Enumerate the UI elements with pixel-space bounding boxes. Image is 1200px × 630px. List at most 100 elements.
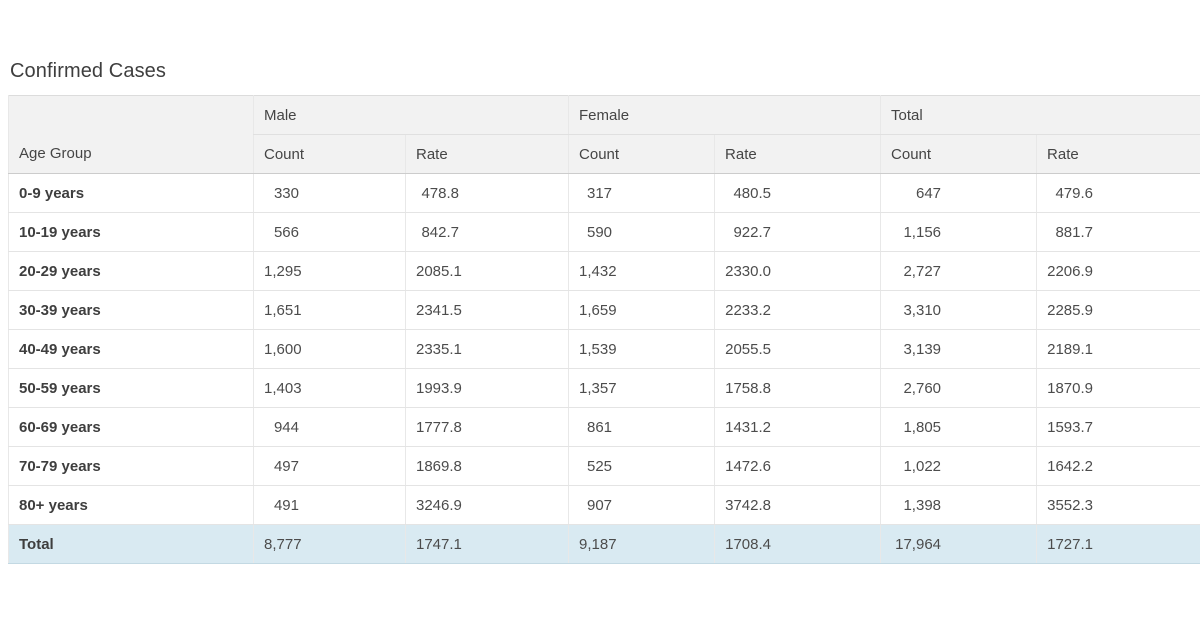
male-count-cell: 1,295 bbox=[253, 251, 406, 291]
confirmed-cases-table-wrap: Age Group Male Female Total Count Rate C… bbox=[8, 95, 1200, 564]
male-count-header: Count bbox=[253, 134, 406, 174]
female-rate-cell: 922.7 bbox=[714, 212, 881, 252]
male-rate-cell: 2085.1 bbox=[404, 251, 569, 291]
female-count-header: Count bbox=[568, 134, 715, 174]
cell-value: 1,295 bbox=[264, 262, 302, 280]
cell-value: 8,777 bbox=[264, 535, 302, 553]
cell-value: 491 bbox=[273, 496, 299, 514]
total-count-cell: 3,139 bbox=[880, 329, 1037, 369]
total-count-cell: 1,022 bbox=[880, 446, 1037, 486]
total-group-header: Total bbox=[880, 95, 1200, 135]
cell-value: 2,727 bbox=[903, 262, 942, 280]
confirmed-cases-table: Age Group Male Female Total Count Rate C… bbox=[8, 95, 1200, 564]
cell-value: 1,659 bbox=[579, 301, 617, 319]
female-count-cell: 1,357 bbox=[568, 368, 715, 408]
cell-value: 2,760 bbox=[903, 379, 942, 397]
cell-value: 3246.9 bbox=[416, 496, 462, 514]
total-rate-cell: 2206.9 bbox=[1036, 251, 1200, 291]
female-rate-cell: 3742.8 bbox=[714, 485, 881, 525]
cell-value: 907 bbox=[586, 496, 613, 514]
cell-value: 478.8 bbox=[421, 184, 459, 202]
table-row: 40-49 years 1,600 2335.1 1,539 2055.5 3,… bbox=[8, 329, 1200, 369]
female-group-header: Female bbox=[568, 95, 881, 135]
cell-value: 479.6 bbox=[1055, 184, 1094, 202]
cell-value: 1869.8 bbox=[416, 457, 462, 475]
male-count-cell: 497 bbox=[253, 446, 406, 486]
total-rate-cell: 1870.9 bbox=[1036, 368, 1200, 408]
cell-value: 1870.9 bbox=[1047, 379, 1094, 397]
female-rate-cell: 2233.2 bbox=[714, 290, 881, 330]
total-count-cell: 1,156 bbox=[880, 212, 1037, 252]
table-row: 0-9 years 330 478.8 317 480.5 647 479.6 bbox=[8, 173, 1200, 213]
male-count-total-cell: 8,777 bbox=[253, 524, 406, 564]
male-rate-cell: 3246.9 bbox=[404, 485, 569, 525]
age-group-header: Age Group bbox=[8, 95, 254, 174]
male-count-cell: 566 bbox=[253, 212, 406, 252]
cell-value: 1,403 bbox=[264, 379, 302, 397]
cell-value: 17,964 bbox=[895, 535, 942, 553]
cell-value: 525 bbox=[586, 457, 613, 475]
cell-value: 3,139 bbox=[903, 340, 942, 358]
cell-value: 922.7 bbox=[733, 223, 772, 241]
male-count-cell: 330 bbox=[253, 173, 406, 213]
cell-value: 2341.5 bbox=[416, 301, 462, 319]
table-row: 60-69 years 944 1777.8 861 1431.2 1,805 … bbox=[8, 407, 1200, 447]
cell-value: 330 bbox=[273, 184, 299, 202]
male-group-header: Male bbox=[252, 95, 569, 135]
cell-value: 2285.9 bbox=[1047, 301, 1094, 319]
male-rate-cell: 842.7 bbox=[404, 212, 569, 252]
male-count-cell: 1,600 bbox=[253, 329, 406, 369]
female-rate-cell: 1758.8 bbox=[714, 368, 881, 408]
total-count-cell: 2,760 bbox=[880, 368, 1037, 408]
female-count-cell: 907 bbox=[568, 485, 715, 525]
male-rate-cell: 1777.8 bbox=[404, 407, 569, 447]
table-row: 50-59 years 1,403 1993.9 1,357 1758.8 2,… bbox=[8, 368, 1200, 408]
cell-value: 566 bbox=[273, 223, 299, 241]
cell-value: 1,022 bbox=[903, 457, 942, 475]
total-count-cell: 647 bbox=[880, 173, 1037, 213]
cell-value: 3742.8 bbox=[725, 496, 772, 514]
table-row: 20-29 years 1,295 2085.1 1,432 2330.0 2,… bbox=[8, 251, 1200, 291]
total-count-cell: 3,310 bbox=[880, 290, 1037, 330]
age-group-cell: 70-79 years bbox=[8, 446, 254, 486]
age-group-cell: 60-69 years bbox=[8, 407, 254, 447]
female-rate-cell: 2330.0 bbox=[714, 251, 881, 291]
cell-value: 1758.8 bbox=[725, 379, 772, 397]
cell-value: 881.7 bbox=[1055, 223, 1094, 241]
total-count-cell: 2,727 bbox=[880, 251, 1037, 291]
cell-value: 590 bbox=[586, 223, 613, 241]
cell-value: 2055.5 bbox=[725, 340, 772, 358]
male-count-cell: 491 bbox=[253, 485, 406, 525]
table-row: 80+ years 491 3246.9 907 3742.8 1,398 35… bbox=[8, 485, 1200, 525]
cell-value: 9,187 bbox=[579, 535, 617, 553]
cell-value: 944 bbox=[273, 418, 299, 436]
female-rate-cell: 1472.6 bbox=[714, 446, 881, 486]
cell-value: 1993.9 bbox=[416, 379, 462, 397]
female-count-cell: 1,539 bbox=[568, 329, 715, 369]
female-count-cell: 1,659 bbox=[568, 290, 715, 330]
total-count-total-cell: 17,964 bbox=[880, 524, 1037, 564]
cell-value: 842.7 bbox=[421, 223, 459, 241]
total-count-header: Count bbox=[880, 134, 1037, 174]
female-rate-header: Rate bbox=[714, 134, 881, 174]
total-count-cell: 1,805 bbox=[880, 407, 1037, 447]
age-group-cell: 50-59 years bbox=[8, 368, 254, 408]
age-group-cell: 10-19 years bbox=[8, 212, 254, 252]
cell-value: 2189.1 bbox=[1047, 340, 1094, 358]
total-rate-header: Rate bbox=[1036, 134, 1200, 174]
female-count-cell: 1,432 bbox=[568, 251, 715, 291]
cell-value: 317 bbox=[586, 184, 613, 202]
total-rate-cell: 479.6 bbox=[1036, 173, 1200, 213]
cell-value: 1727.1 bbox=[1047, 535, 1094, 553]
male-rate-cell: 478.8 bbox=[404, 173, 569, 213]
female-rate-total-cell: 1708.4 bbox=[714, 524, 881, 564]
cell-value: 1593.7 bbox=[1047, 418, 1094, 436]
total-rate-cell: 2285.9 bbox=[1036, 290, 1200, 330]
age-group-cell: 80+ years bbox=[8, 485, 254, 525]
cell-value: 1747.1 bbox=[416, 535, 462, 553]
cell-value: 497 bbox=[273, 457, 299, 475]
cell-value: 1642.2 bbox=[1047, 457, 1094, 475]
female-count-total-cell: 9,187 bbox=[568, 524, 715, 564]
cell-value: 1777.8 bbox=[416, 418, 462, 436]
male-rate-header: Rate bbox=[404, 134, 569, 174]
